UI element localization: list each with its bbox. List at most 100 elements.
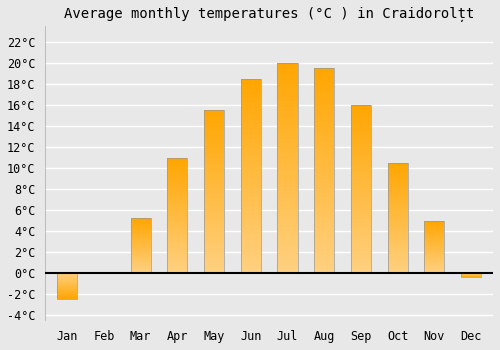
Bar (167, 226, 188, 227)
Bar (388, 242, 407, 243)
Bar (167, 264, 188, 265)
Bar (167, 214, 188, 215)
Bar (130, 238, 150, 239)
Bar (388, 204, 407, 205)
Bar (388, 194, 407, 195)
Bar (314, 107, 334, 109)
Bar (424, 237, 444, 238)
Title: Average monthly temperatures (°C ) in Craidorolțt: Average monthly temperatures (°C ) in Cr… (64, 7, 474, 22)
Bar (204, 112, 224, 113)
Bar (351, 263, 371, 265)
Bar (314, 201, 334, 203)
Bar (278, 214, 297, 216)
Bar (278, 260, 297, 262)
Bar (240, 114, 261, 116)
Bar (240, 259, 261, 261)
Bar (167, 170, 188, 172)
Bar (240, 86, 261, 89)
Bar (388, 245, 407, 247)
Bar (204, 110, 224, 273)
Bar (351, 159, 371, 161)
Bar (278, 86, 297, 88)
Bar (167, 238, 188, 239)
Bar (388, 229, 407, 230)
Bar (167, 161, 188, 162)
Bar (388, 239, 407, 240)
Bar (314, 189, 334, 191)
Bar (278, 63, 297, 65)
Bar (388, 260, 407, 261)
Bar (278, 158, 297, 160)
Bar (351, 246, 371, 248)
Bar (388, 232, 407, 233)
Bar (240, 100, 261, 102)
Bar (278, 246, 297, 248)
Bar (314, 181, 334, 183)
Bar (167, 244, 188, 245)
Bar (314, 257, 334, 259)
Bar (278, 218, 297, 220)
Bar (351, 268, 371, 270)
Bar (314, 128, 334, 130)
Bar (351, 112, 371, 113)
Bar (240, 213, 261, 215)
Bar (204, 120, 224, 122)
Bar (351, 161, 371, 162)
Bar (240, 258, 261, 259)
Bar (278, 229, 297, 231)
Bar (278, 174, 297, 176)
Bar (314, 230, 334, 232)
Bar (167, 176, 188, 177)
Bar (388, 219, 407, 220)
Bar (278, 136, 297, 139)
Bar (314, 97, 334, 99)
Bar (278, 71, 297, 74)
Bar (314, 214, 334, 216)
Bar (424, 231, 444, 232)
Bar (388, 173, 407, 174)
Bar (204, 169, 224, 170)
Bar (424, 227, 444, 228)
Bar (351, 108, 371, 110)
Bar (167, 265, 188, 266)
Bar (351, 162, 371, 164)
Bar (240, 85, 261, 86)
Bar (240, 155, 261, 156)
Bar (204, 123, 224, 125)
Bar (167, 215, 188, 216)
Bar (424, 264, 444, 265)
Bar (314, 197, 334, 199)
Bar (424, 228, 444, 229)
Bar (388, 249, 407, 250)
Bar (278, 149, 297, 151)
Bar (130, 224, 150, 225)
Bar (130, 221, 150, 222)
Bar (388, 181, 407, 182)
Bar (278, 134, 297, 136)
Bar (204, 140, 224, 141)
Bar (314, 113, 334, 116)
Bar (240, 252, 261, 254)
Bar (388, 205, 407, 206)
Bar (167, 241, 188, 242)
Bar (167, 168, 188, 169)
Bar (388, 250, 407, 251)
Bar (204, 248, 224, 250)
Bar (240, 191, 261, 194)
Bar (424, 254, 444, 255)
Bar (424, 229, 444, 230)
Bar (167, 184, 188, 185)
Bar (351, 260, 371, 261)
Bar (167, 243, 188, 244)
Bar (351, 134, 371, 135)
Bar (130, 271, 150, 272)
Bar (204, 117, 224, 118)
Bar (424, 235, 444, 236)
Bar (278, 254, 297, 256)
Bar (167, 219, 188, 220)
Bar (351, 140, 371, 142)
Bar (240, 238, 261, 240)
Bar (167, 227, 188, 228)
Bar (351, 179, 371, 181)
Bar (204, 255, 224, 257)
